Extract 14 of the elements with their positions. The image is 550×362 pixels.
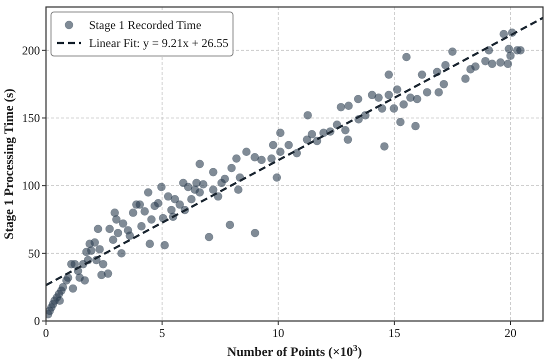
y-tick-label: 200 [22, 43, 40, 58]
legend-label: Stage 1 Recorded Time [89, 18, 202, 32]
legend-label: Linear Fit: y = 9.21x + 26.55 [89, 36, 229, 50]
x-axis-title: Number of Points (×10$^{3}$) [227, 343, 362, 359]
y-axis-title: Stage 1 Processing Time (s) [1, 88, 16, 240]
x-tick-label: 5 [159, 326, 166, 340]
y-tick-label: 150 [22, 110, 40, 125]
x-tick-label: 15 [388, 326, 400, 340]
y-tick-label: 50 [28, 246, 40, 260]
y-tick-label: 0 [34, 314, 40, 328]
x-tick-label: 10 [272, 326, 284, 340]
y-tick-label: 100 [22, 178, 40, 193]
x-tick-label: 0 [43, 326, 49, 340]
x-tick-label: 20 [504, 326, 516, 340]
